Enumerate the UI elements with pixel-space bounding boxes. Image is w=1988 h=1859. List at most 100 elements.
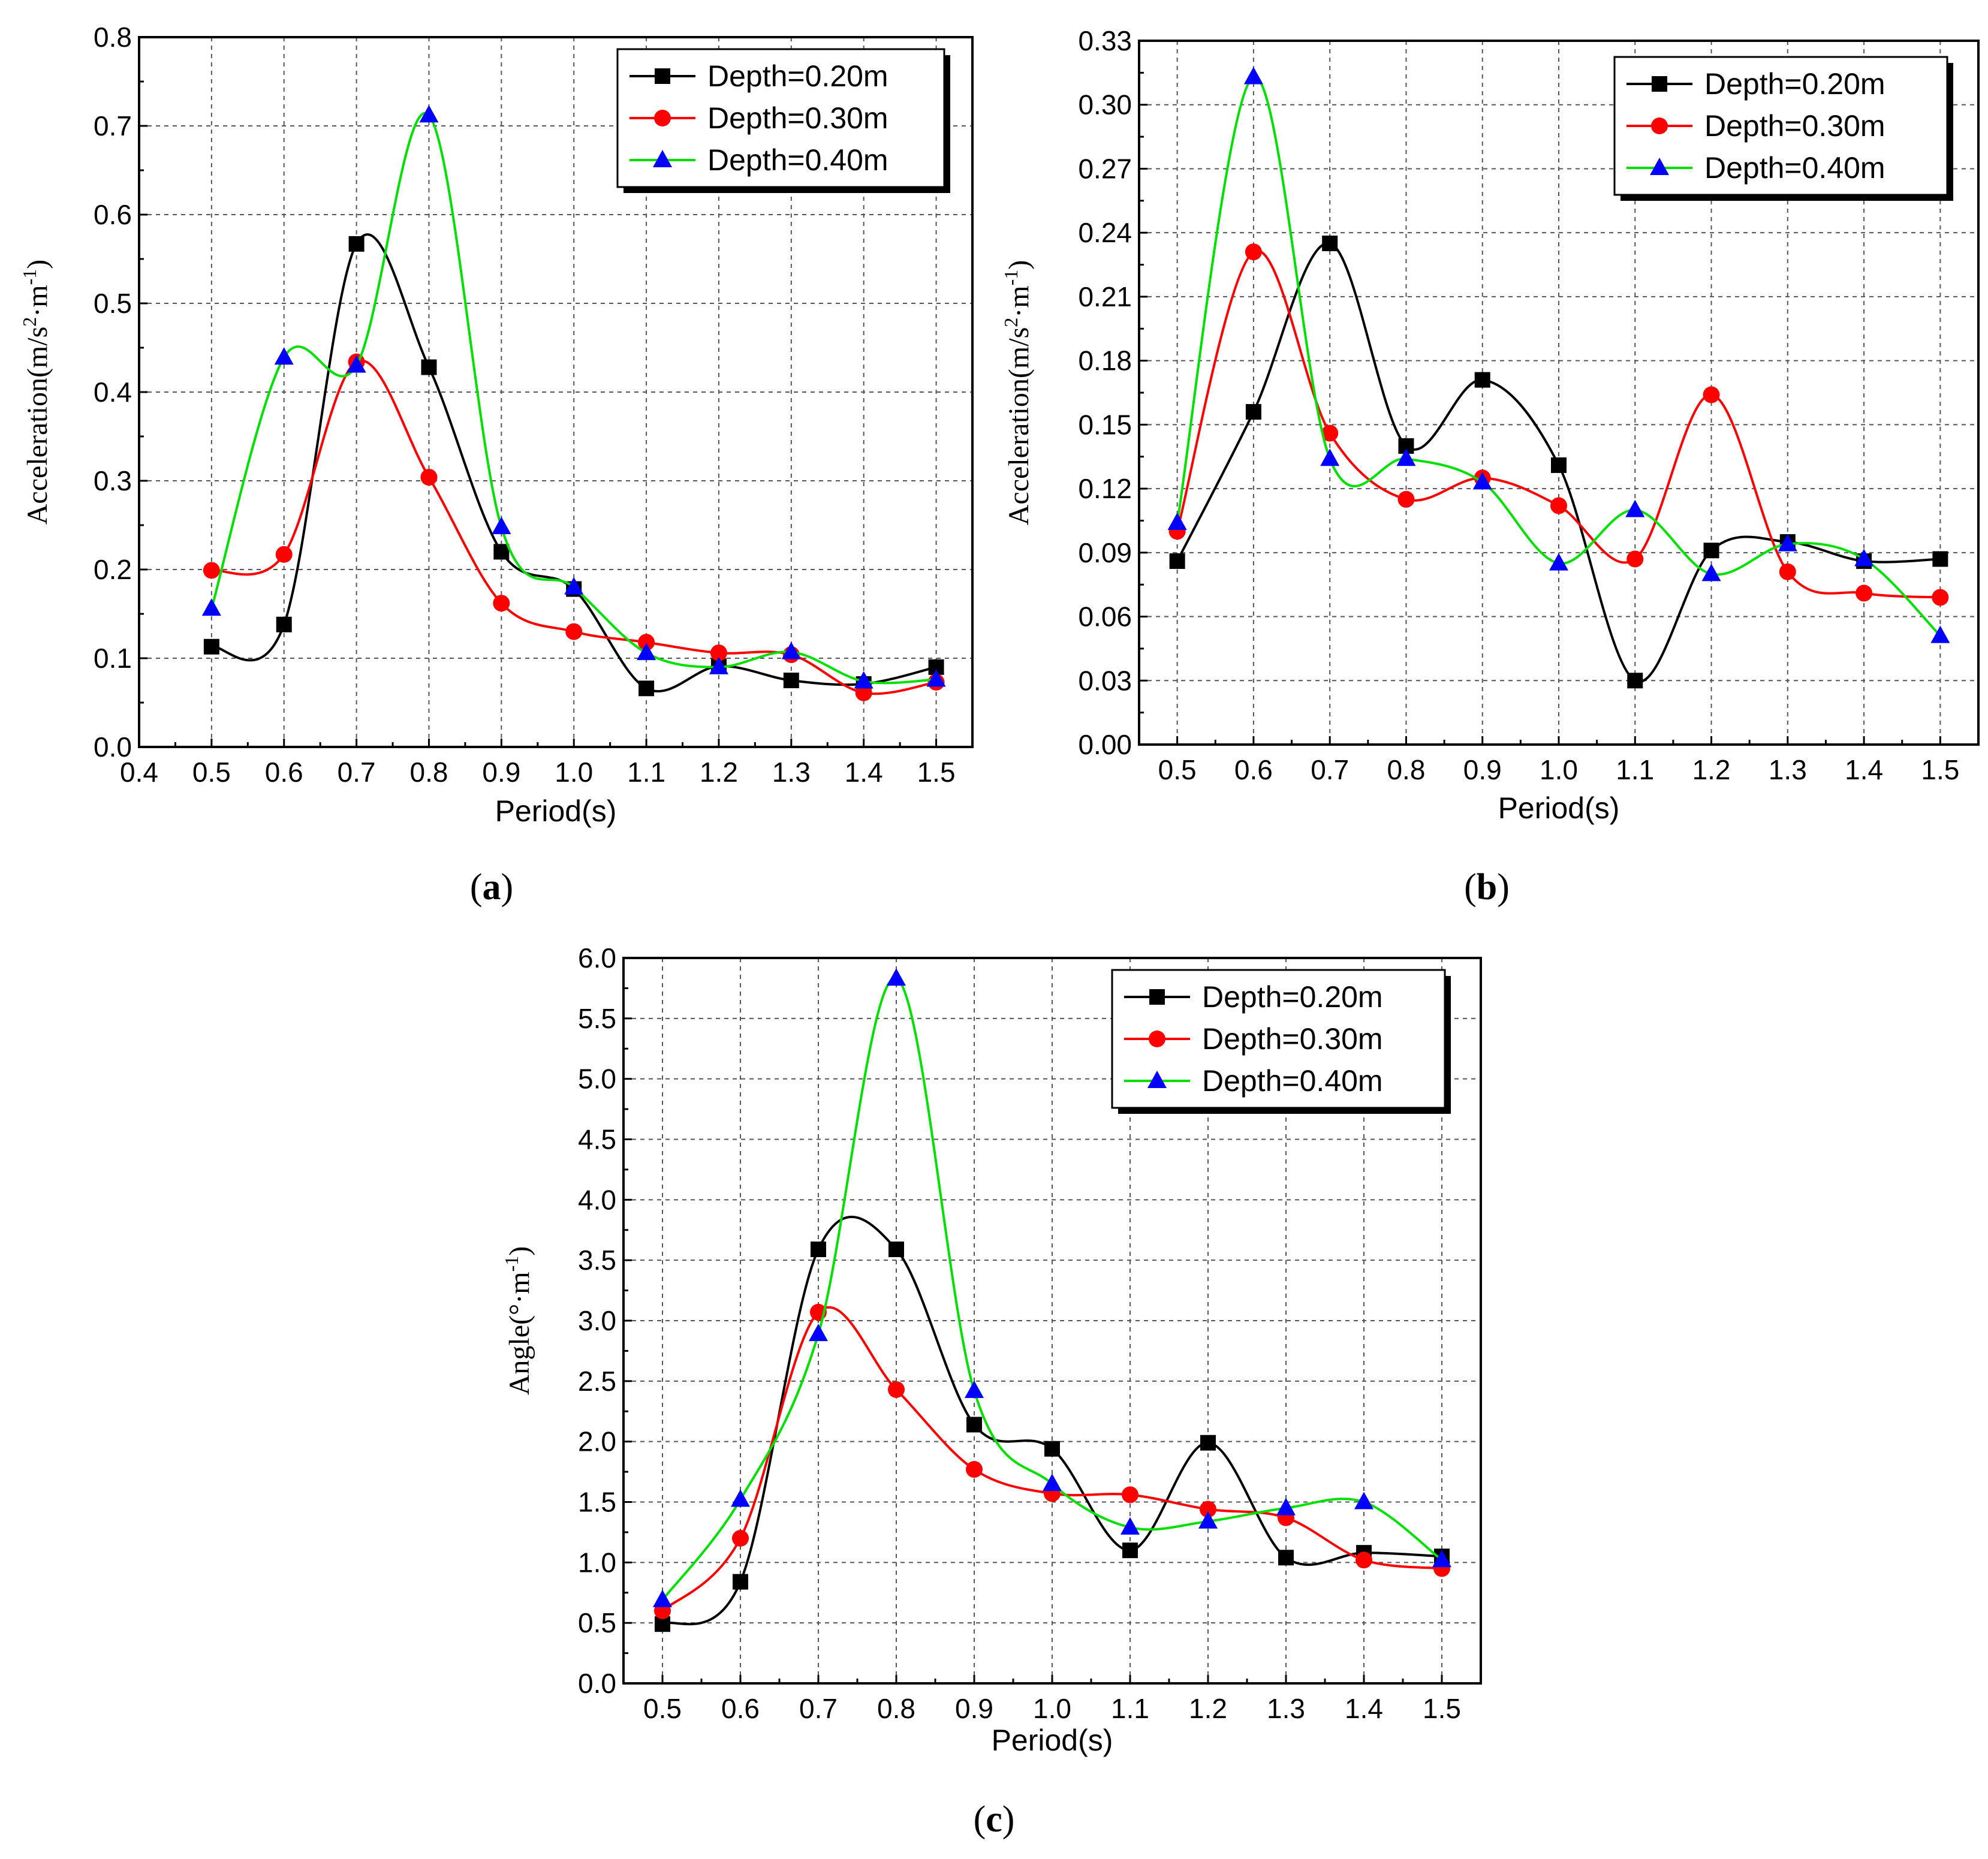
legend-marker bbox=[1147, 1071, 1167, 1088]
data-point bbox=[1930, 625, 1950, 643]
data-point bbox=[733, 1574, 748, 1590]
x-tick-label: 0.9 bbox=[1463, 754, 1502, 785]
y-tick-label: 0.18 bbox=[1078, 345, 1132, 376]
y-tick-label: 0.2 bbox=[94, 554, 132, 585]
y-tick-label: 0.0 bbox=[578, 1668, 616, 1699]
data-point bbox=[1278, 1550, 1294, 1566]
data-point bbox=[1932, 589, 1949, 606]
data-point bbox=[1354, 1492, 1373, 1510]
x-tick-label: 1.5 bbox=[1921, 754, 1959, 785]
data-point bbox=[1625, 499, 1645, 517]
data-point bbox=[492, 516, 511, 534]
x-tick-label: 1.3 bbox=[772, 757, 811, 788]
x-tick-label: 0.6 bbox=[1234, 754, 1273, 785]
data-point bbox=[1245, 243, 1262, 261]
data-point bbox=[1200, 1501, 1216, 1518]
y-tick-label: 5.0 bbox=[578, 1063, 616, 1095]
data-point bbox=[1169, 553, 1185, 570]
x-axis-label: Period(s) bbox=[495, 794, 617, 828]
y-tick-label: 0.06 bbox=[1078, 601, 1132, 632]
data-point bbox=[781, 641, 801, 659]
data-point bbox=[638, 680, 655, 697]
series-depth-0-40m bbox=[1167, 67, 1950, 643]
data-point bbox=[493, 595, 510, 612]
series-depth-0-40m bbox=[653, 968, 1451, 1607]
data-point bbox=[421, 359, 437, 375]
data-point bbox=[965, 1380, 984, 1398]
legend-marker bbox=[654, 110, 671, 126]
x-tick-label: 0.8 bbox=[410, 757, 448, 788]
y-tick-label: 0.5 bbox=[94, 288, 132, 319]
y-axis-label: Angle(°·m-1) bbox=[501, 1246, 535, 1395]
data-point bbox=[1167, 513, 1187, 531]
data-point bbox=[732, 1530, 749, 1547]
x-axis-label: Period(s) bbox=[1498, 791, 1620, 825]
data-point bbox=[564, 577, 584, 595]
y-tick-label: 1.5 bbox=[578, 1487, 616, 1518]
x-tick-label: 1.0 bbox=[1033, 1693, 1071, 1724]
data-point bbox=[783, 673, 799, 688]
y-tick-label: 1.0 bbox=[578, 1547, 616, 1578]
y-tick-label: 0.4 bbox=[94, 376, 132, 408]
data-point bbox=[809, 1324, 828, 1342]
legend-marker bbox=[1651, 117, 1668, 134]
data-point bbox=[653, 1589, 672, 1607]
y-tick-label: 0.27 bbox=[1078, 153, 1132, 184]
legend-label: Depth=0.30m bbox=[707, 101, 888, 135]
data-point bbox=[1245, 404, 1261, 420]
data-point bbox=[1043, 1474, 1062, 1492]
legend-label: Depth=0.40m bbox=[707, 143, 888, 177]
y-tick-label: 0.5 bbox=[578, 1607, 616, 1638]
legend-marker bbox=[1149, 1031, 1165, 1047]
data-point bbox=[1432, 1550, 1451, 1568]
data-point bbox=[731, 1489, 750, 1507]
y-tick-label: 0.15 bbox=[1078, 409, 1132, 440]
y-tick-label: 0.21 bbox=[1078, 281, 1132, 312]
data-point bbox=[710, 644, 727, 662]
data-point bbox=[1200, 1435, 1216, 1451]
x-tick-label: 0.5 bbox=[643, 1693, 682, 1724]
data-point bbox=[966, 1417, 982, 1433]
x-tick-label: 1.2 bbox=[1692, 754, 1731, 785]
x-tick-label: 0.7 bbox=[338, 757, 376, 788]
legend-label: Depth=0.40m bbox=[1704, 151, 1885, 185]
y-tick-label: 0.8 bbox=[94, 22, 132, 53]
y-tick-label: 2.5 bbox=[578, 1366, 616, 1397]
data-point bbox=[1779, 563, 1796, 580]
x-tick-label: 0.5 bbox=[192, 757, 231, 788]
x-tick-label: 1.2 bbox=[1189, 1693, 1227, 1724]
x-tick-label: 1.1 bbox=[627, 757, 665, 788]
data-point bbox=[637, 643, 656, 661]
data-point bbox=[274, 347, 294, 365]
legend-marker bbox=[1650, 158, 1669, 175]
legend-label: Depth=0.20m bbox=[1202, 980, 1383, 1014]
data-point bbox=[203, 638, 219, 655]
y-tick-label: 6.0 bbox=[578, 942, 616, 974]
data-point bbox=[1320, 448, 1340, 466]
data-point bbox=[1626, 550, 1644, 568]
legend-label: Depth=0.40m bbox=[1202, 1064, 1383, 1098]
series-line bbox=[1176, 242, 1941, 683]
y-tick-label: 4.5 bbox=[578, 1124, 616, 1155]
x-tick-label: 1.4 bbox=[845, 757, 883, 788]
data-point bbox=[1549, 553, 1568, 571]
data-point bbox=[1703, 386, 1720, 403]
data-point bbox=[493, 544, 510, 560]
y-tick-label: 0.00 bbox=[1078, 729, 1132, 760]
data-point bbox=[1551, 457, 1567, 473]
x-tick-label: 0.7 bbox=[799, 1693, 838, 1724]
series-depth-0-20m bbox=[655, 1215, 1450, 1632]
data-point bbox=[1122, 1486, 1138, 1504]
panel-label-a: (a) bbox=[470, 867, 513, 908]
data-point bbox=[1397, 490, 1415, 508]
y-tick-label: 3.5 bbox=[578, 1245, 616, 1276]
x-tick-label: 1.3 bbox=[1267, 1693, 1305, 1724]
data-point bbox=[275, 546, 293, 563]
data-point bbox=[347, 355, 366, 373]
x-tick-label: 0.6 bbox=[265, 757, 303, 788]
legend-label: Depth=0.30m bbox=[1202, 1022, 1383, 1056]
data-point bbox=[203, 562, 220, 579]
x-tick-label: 1.4 bbox=[1345, 1693, 1383, 1724]
x-tick-label: 0.5 bbox=[1158, 754, 1197, 785]
data-point bbox=[348, 236, 365, 252]
